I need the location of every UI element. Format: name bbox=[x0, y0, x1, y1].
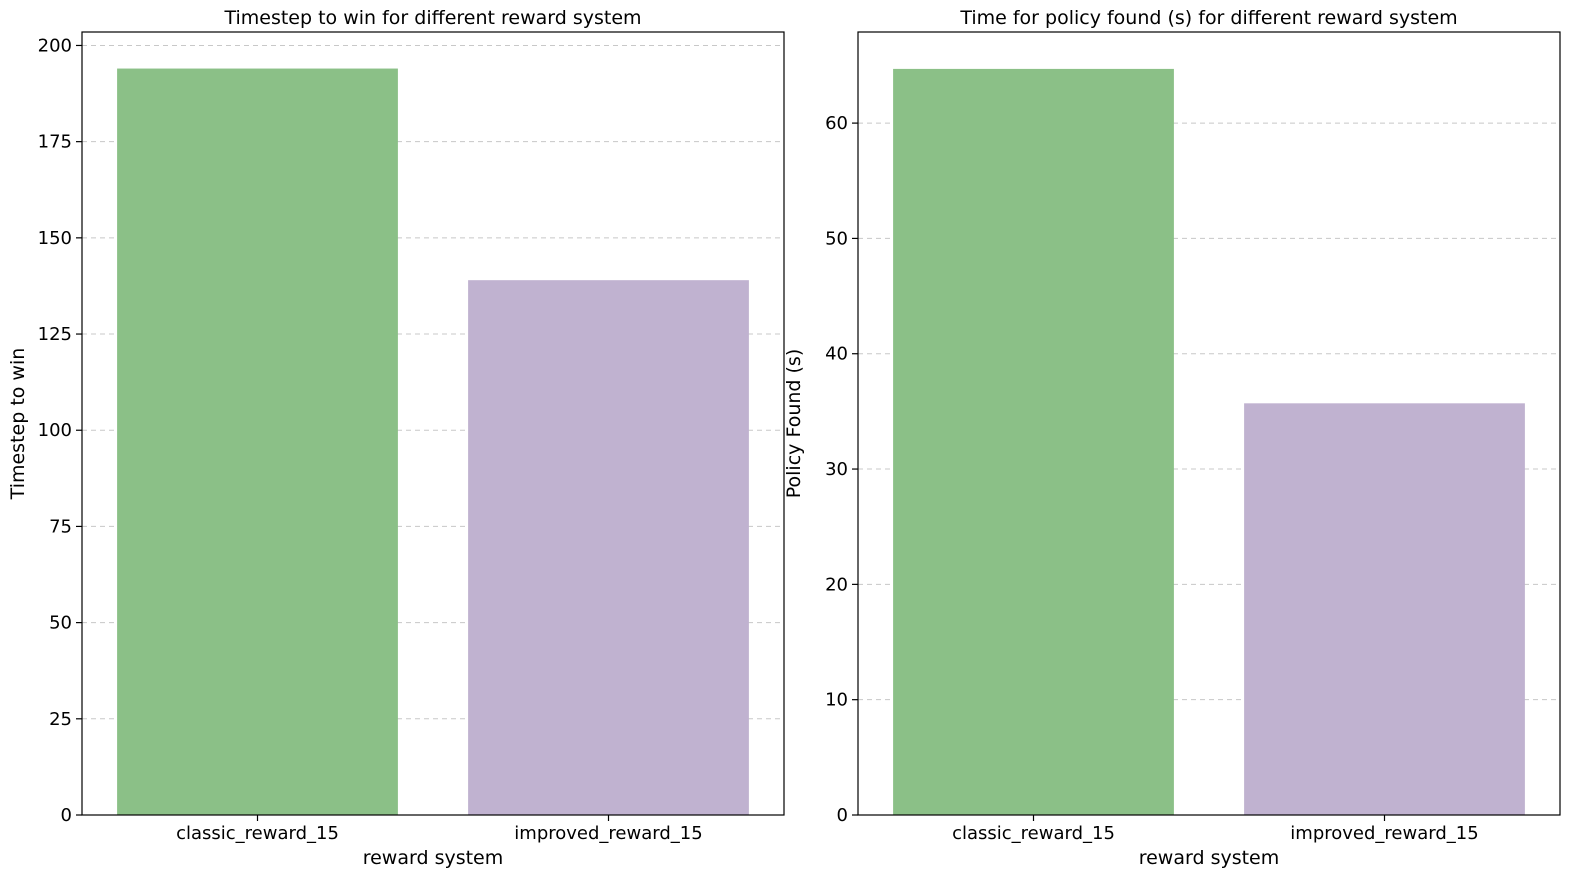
right-chart-x-axis-label: reward system bbox=[1139, 847, 1280, 869]
right-chart-x-tick-label: improved_reward_15 bbox=[1290, 823, 1478, 844]
right-chart-y-axis-label: Policy Found (s) bbox=[783, 349, 805, 498]
left-chart-y-tick-label: 0 bbox=[61, 805, 72, 826]
left-chart-x-axis-label: reward system bbox=[363, 847, 504, 869]
right-chart-y-tick-label: 10 bbox=[825, 690, 848, 711]
right-chart-x-tick-label: classic_reward_15 bbox=[952, 823, 1115, 844]
left-chart-y-tick-label: 125 bbox=[38, 324, 72, 345]
left-chart-y-tick-label: 25 bbox=[49, 709, 72, 730]
left-chart-y-tick-label: 150 bbox=[38, 228, 72, 249]
right-chart-y-tick-label: 50 bbox=[825, 228, 848, 249]
left-chart-bar-classic-reward-15 bbox=[117, 68, 398, 815]
right-chart-frame bbox=[857, 31, 1561, 816]
right-chart-y-tick-label: 60 bbox=[825, 113, 848, 134]
left-chart-y-axis-label: Timestep to win bbox=[7, 348, 29, 501]
left-chart-frame bbox=[81, 31, 785, 816]
left-chart-y-tick-label: 75 bbox=[49, 516, 72, 537]
left-chart-y-tick-label: 200 bbox=[38, 35, 72, 56]
right-chart-bar-classic-reward-15 bbox=[893, 68, 1174, 816]
left-chart-y-tick-label: 50 bbox=[49, 613, 72, 634]
left-chart-bar-improved-reward-15 bbox=[468, 280, 749, 815]
left-chart: 0 25 50 75 100 125 150 175 200 classic_reward_15 i… bbox=[7, 7, 785, 869]
right-chart-y-tick-label: 20 bbox=[825, 574, 848, 595]
left-chart-y-tick-label: 175 bbox=[38, 132, 72, 153]
right-chart-bar-improved-reward-15 bbox=[1244, 403, 1525, 815]
right-chart: 0 10 20 30 40 50 60 classic_reward_15 improved_r… bbox=[783, 7, 1561, 869]
right-chart-title: Time for policy found (s) for different … bbox=[959, 7, 1457, 29]
left-chart-x-tick-label: classic_reward_15 bbox=[176, 823, 339, 844]
left-chart-y-tick-label: 100 bbox=[38, 420, 72, 441]
left-chart-title: Timestep to win for different reward sys… bbox=[223, 7, 641, 29]
left-chart-x-tick-label: improved_reward_15 bbox=[514, 823, 702, 844]
right-chart-y-tick-label: 0 bbox=[837, 805, 848, 826]
right-chart-y-tick-label: 30 bbox=[825, 459, 848, 480]
right-chart-y-tick-label: 40 bbox=[825, 344, 848, 365]
